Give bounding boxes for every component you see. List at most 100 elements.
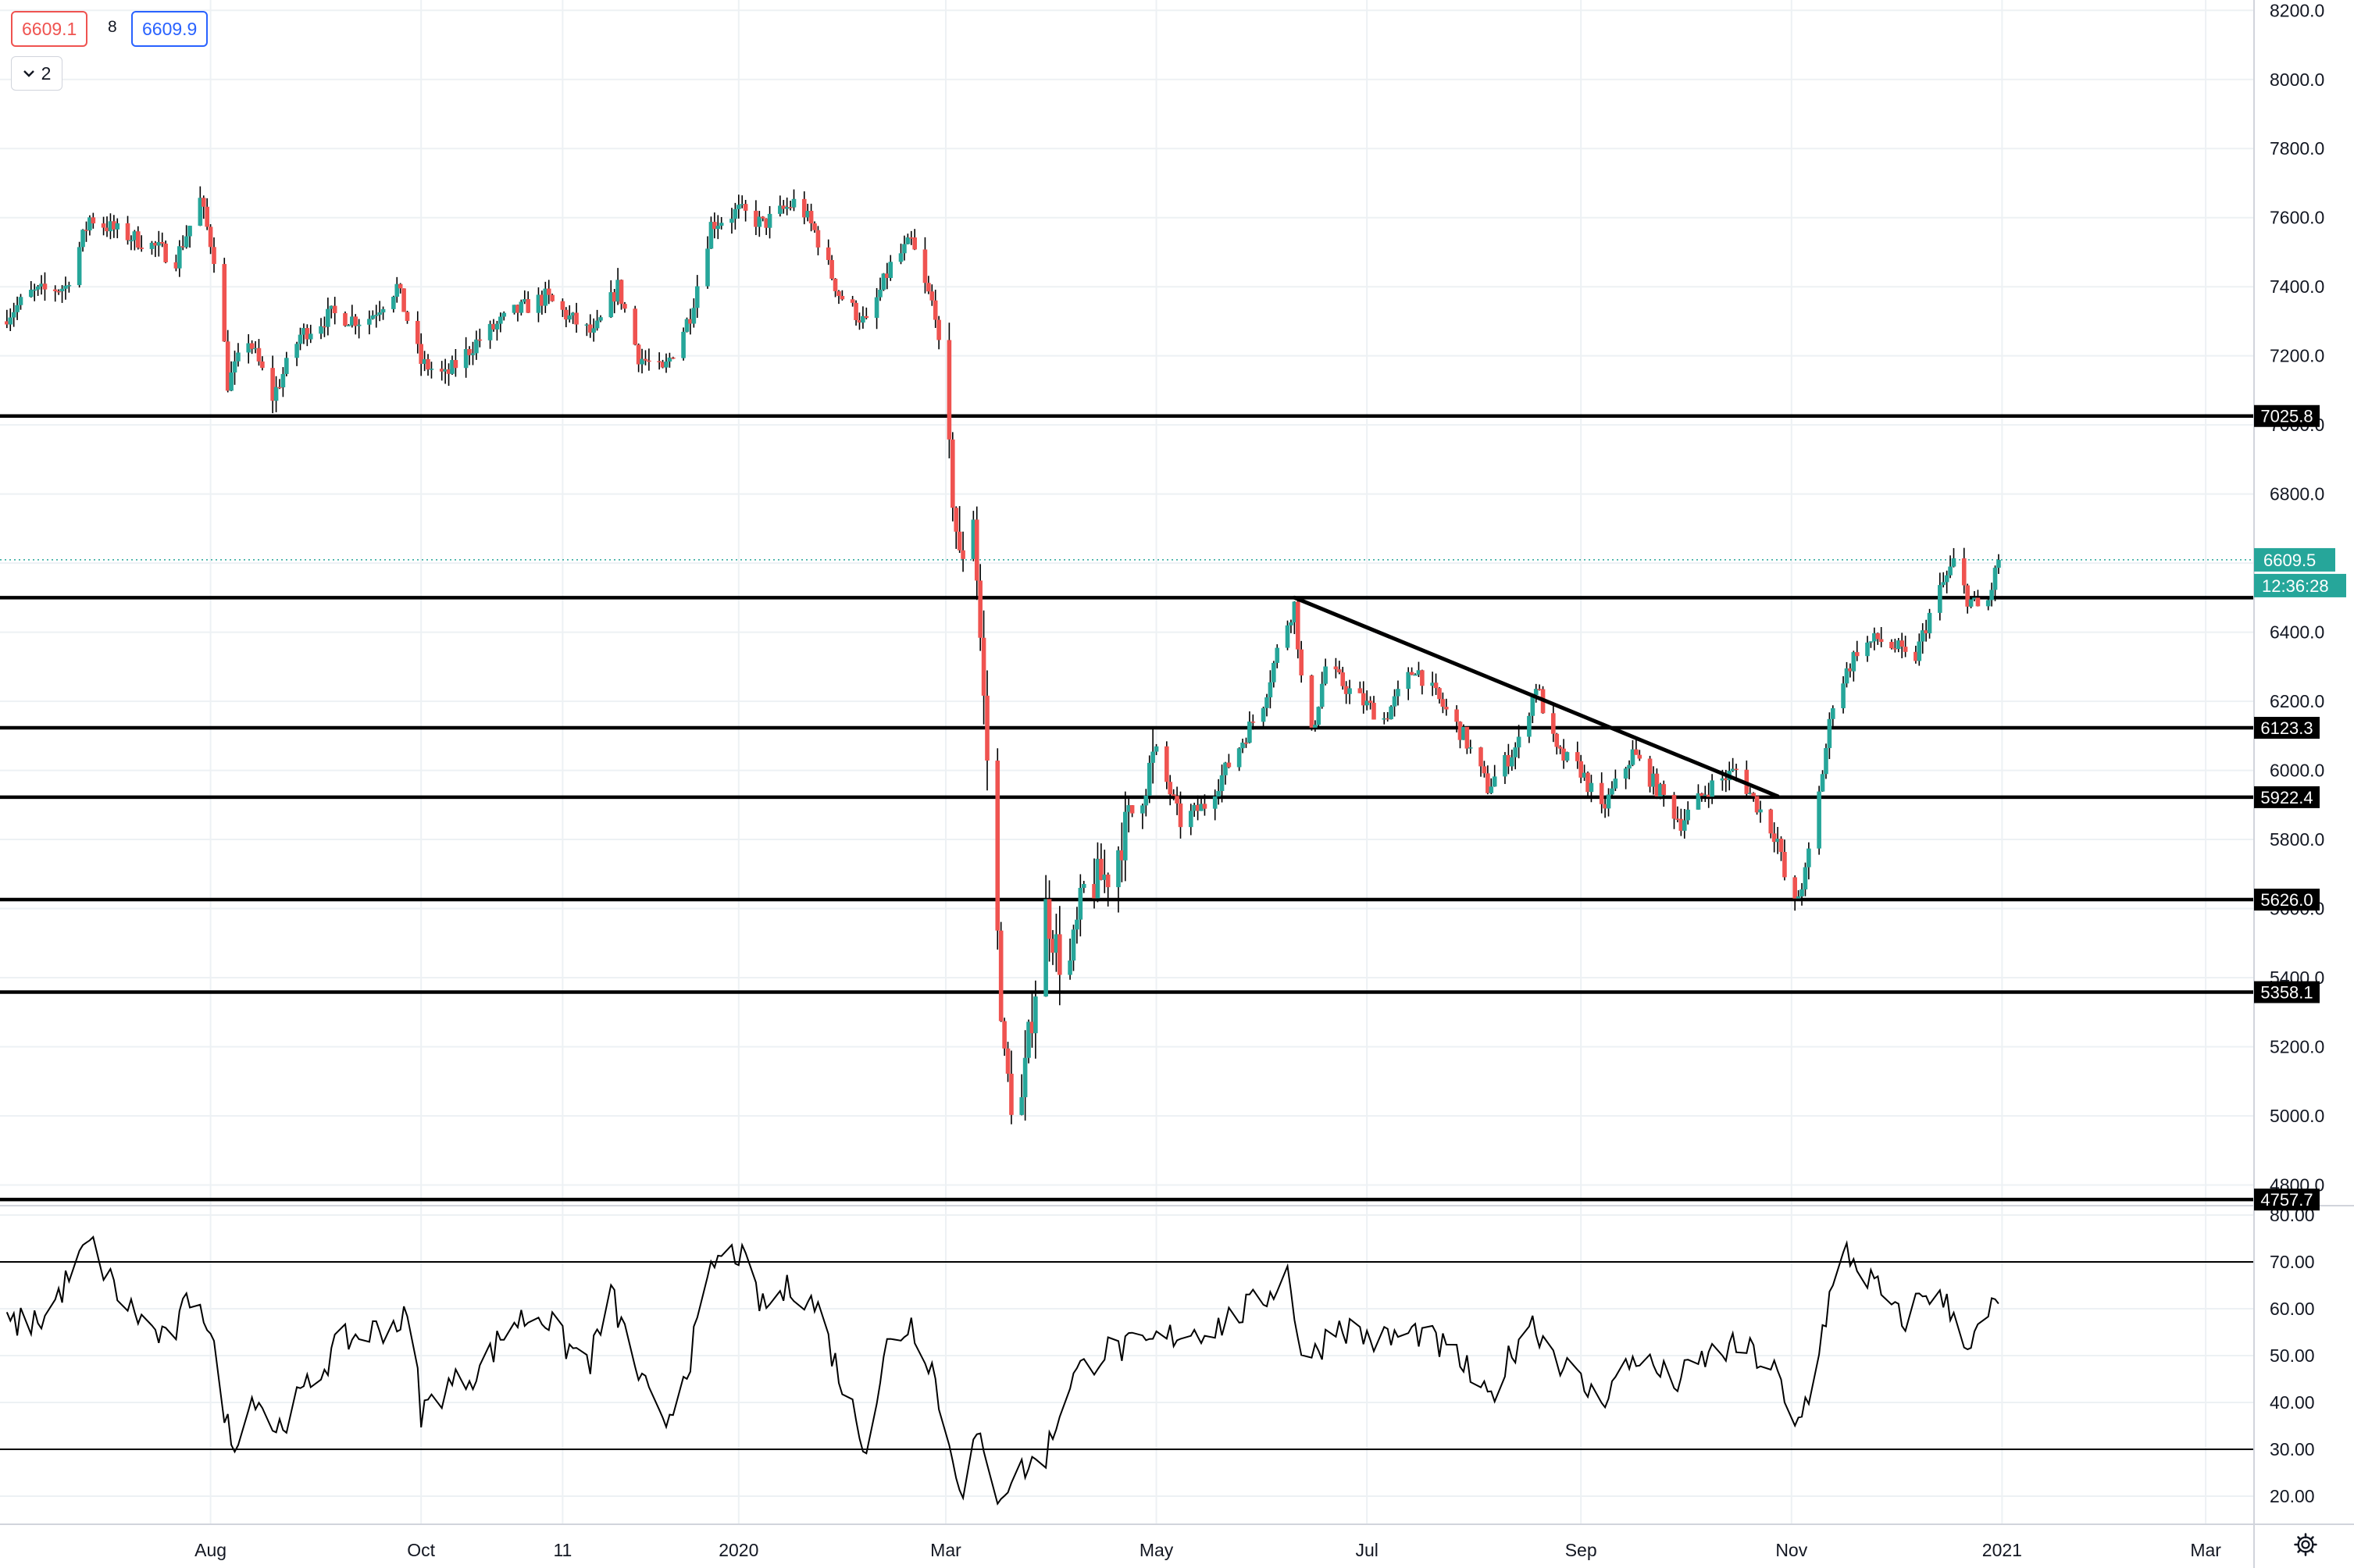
candle — [1005, 1042, 1011, 1082]
candle-body — [1396, 689, 1400, 697]
candle-body — [153, 242, 158, 246]
candle — [1944, 570, 1949, 593]
candle — [1357, 681, 1363, 693]
candle-body — [864, 315, 869, 319]
candle — [129, 235, 134, 251]
level-label-bg — [2254, 889, 2320, 911]
candle — [1758, 800, 1763, 823]
candle-body — [1482, 766, 1487, 774]
candle-body — [1968, 599, 1974, 607]
candle-body — [1261, 707, 1266, 722]
candle — [636, 343, 641, 372]
candle — [487, 320, 493, 349]
candle — [1792, 875, 1797, 911]
candle-body — [284, 358, 289, 374]
candle-body — [694, 286, 700, 308]
candle-body — [1630, 749, 1635, 765]
candle-body — [1368, 700, 1373, 704]
candle-body — [1433, 682, 1439, 689]
candle — [125, 216, 130, 245]
candle — [564, 307, 569, 328]
candle-body — [784, 206, 790, 209]
candle — [1647, 755, 1653, 793]
candle-body — [1457, 722, 1463, 740]
candle — [764, 218, 769, 235]
candle-body — [1530, 695, 1535, 716]
candle-body — [1171, 794, 1176, 796]
candle-body — [322, 326, 327, 328]
candle — [1730, 757, 1735, 772]
bid-price-box[interactable]: 6609.1 — [11, 11, 88, 47]
candle — [933, 289, 938, 328]
candle — [1385, 711, 1390, 722]
candle — [426, 354, 430, 376]
candle — [1896, 637, 1901, 653]
candle-body — [1603, 804, 1607, 809]
candle-body — [1610, 788, 1614, 795]
candle-body — [1754, 796, 1760, 813]
candle-body — [550, 294, 555, 301]
indicators-count: 2 — [41, 62, 52, 84]
rsi-tick-label: 40.00 — [2270, 1392, 2315, 1413]
candle-body — [1105, 875, 1111, 888]
candle — [1292, 600, 1297, 635]
candle-body — [101, 223, 106, 228]
ask-price-box[interactable]: 6609.9 — [131, 11, 209, 47]
candle — [1092, 858, 1097, 909]
candle-body — [888, 262, 893, 278]
price-tick-label: 7400.0 — [2270, 276, 2324, 297]
level-label: 4757.7 — [2260, 1190, 2313, 1210]
candle-body — [1054, 934, 1059, 953]
candle — [1029, 992, 1035, 1048]
candle-body — [1996, 559, 2001, 568]
candle — [63, 276, 68, 300]
candle — [754, 200, 758, 236]
candle — [380, 306, 386, 320]
candle-body — [1651, 773, 1656, 787]
candle — [1478, 747, 1483, 777]
candle-body — [933, 300, 938, 320]
candle — [1022, 1030, 1028, 1121]
candle — [898, 243, 904, 265]
candle-body — [426, 358, 430, 370]
candle — [1464, 726, 1470, 754]
indicators-collapse-button[interactable]: 2 — [11, 56, 62, 91]
settings-button[interactable] — [2288, 1529, 2323, 1563]
candle — [951, 432, 955, 522]
candle-body — [1516, 736, 1521, 748]
candle-body — [1865, 642, 1870, 657]
spread-value: 8 — [108, 18, 117, 36]
candle-body — [1454, 709, 1459, 722]
candle-body — [8, 317, 13, 325]
candle — [1634, 739, 1639, 755]
candle — [494, 320, 500, 341]
candle — [922, 237, 928, 294]
candle — [543, 281, 548, 313]
candle — [640, 348, 644, 374]
candle — [332, 297, 337, 325]
candle-body — [805, 211, 810, 218]
candle-body — [398, 283, 403, 289]
candle-body — [1771, 833, 1777, 843]
candle-body — [91, 217, 96, 224]
candle — [273, 376, 279, 412]
rsi-panel — [0, 1235, 2254, 1506]
candle — [1751, 792, 1756, 802]
candle-body — [1730, 768, 1735, 772]
candle — [1119, 822, 1125, 882]
candle — [253, 340, 258, 354]
candle-body — [1551, 713, 1556, 734]
candle-body — [1319, 683, 1325, 707]
candle-body — [180, 246, 186, 248]
candle-body — [305, 328, 310, 340]
candle-body — [961, 550, 965, 559]
candle-body — [681, 331, 686, 358]
candle-body — [1219, 775, 1225, 791]
candle — [501, 311, 507, 321]
candle-body — [5, 321, 9, 325]
candle-body — [801, 198, 807, 218]
candle-body — [105, 227, 109, 232]
candle — [1171, 789, 1176, 800]
price-tick-label: 8000.0 — [2270, 69, 2324, 90]
